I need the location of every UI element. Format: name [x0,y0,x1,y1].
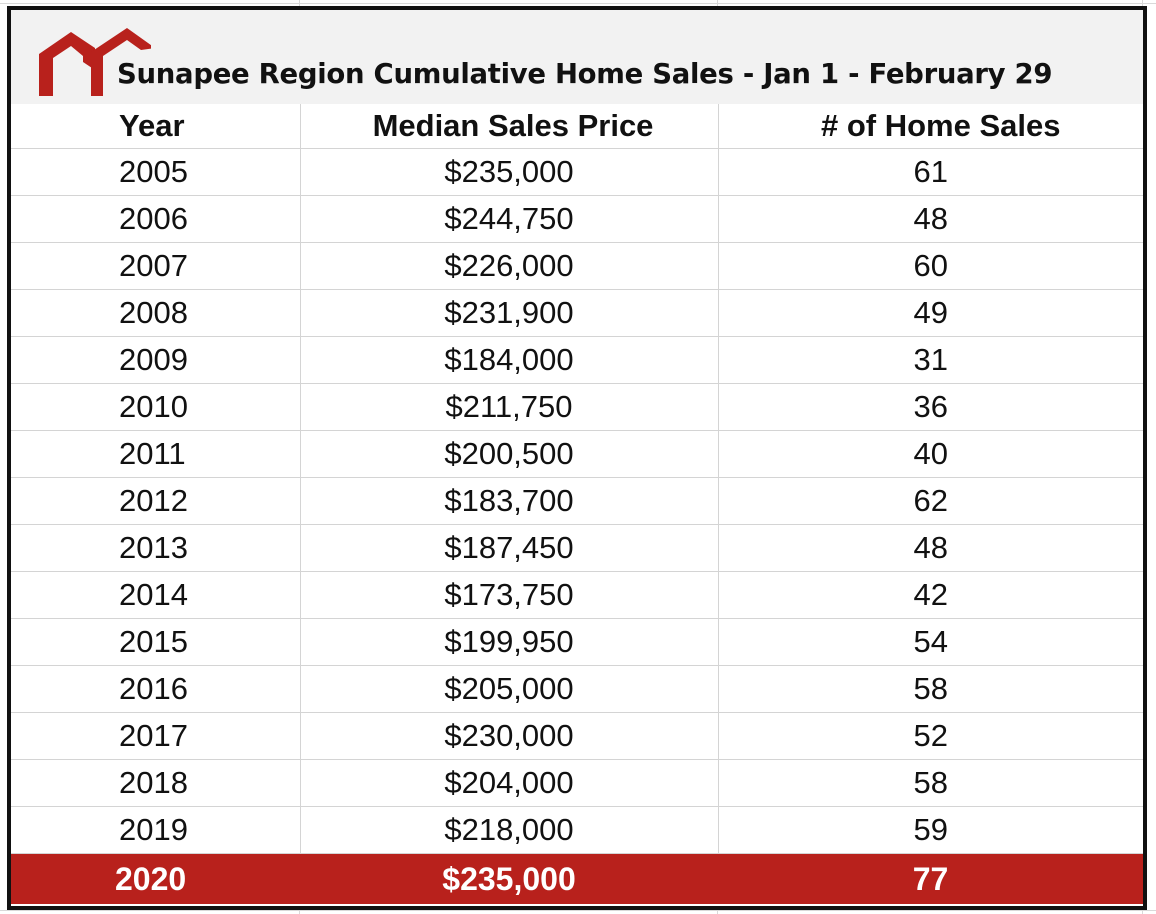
table-row: 2013 $187,450 48 [11,524,1143,572]
cell-year: 2011 [11,430,301,478]
cell-home-sales: 31 [718,336,1143,384]
cell-year: 2007 [11,242,301,290]
cell-median-price: $200,500 [300,430,719,478]
cell-home-sales: 48 [718,524,1143,572]
cell-median-price: $173,750 [300,571,719,619]
table-row: 2019 $218,000 59 [11,806,1143,854]
title-band: Sunapee Region Cumulative Home Sales - J… [11,10,1143,104]
cell-year: 2014 [11,571,301,619]
cell-year: 2015 [11,618,301,666]
cell-home-sales: 40 [718,430,1143,478]
cell-home-sales: 77 [718,853,1143,904]
table-row: 2007 $226,000 60 [11,242,1143,290]
cell-home-sales: 48 [718,195,1143,243]
cell-home-sales: 58 [718,759,1143,807]
cell-year: 2019 [11,806,301,854]
cell-home-sales: 58 [718,665,1143,713]
cell-median-price: $184,000 [300,336,719,384]
highlight-row-2020: 2020 $235,000 77 [11,853,1143,904]
cell-median-price: $244,750 [300,195,719,243]
cell-median-price: $235,000 [300,853,718,904]
cell-median-price: $218,000 [300,806,719,854]
cell-home-sales: 49 [718,289,1143,337]
table-row: 2006 $244,750 48 [11,195,1143,243]
cell-median-price: $230,000 [300,712,719,760]
cell-home-sales: 62 [718,477,1143,525]
cell-median-price: $187,450 [300,524,719,572]
table-row: 2011 $200,500 40 [11,430,1143,478]
cell-year: 2012 [11,477,301,525]
cell-home-sales: 60 [718,242,1143,290]
cell-median-price: $235,000 [300,148,719,196]
table-row: 2014 $173,750 42 [11,571,1143,619]
sales-table-frame: Sunapee Region Cumulative Home Sales - J… [7,6,1147,910]
header-row: Year Median Sales Price # of Home Sales [11,104,1143,149]
home-sales-table: Year Median Sales Price # of Home Sales … [11,104,1143,904]
cell-year: 2020 [11,853,300,904]
cell-median-price: $199,950 [300,618,719,666]
column-header-year: Year [11,104,301,149]
table-row: 2005 $235,000 61 [11,148,1143,196]
column-header-median-price: Median Sales Price [300,104,719,149]
cell-year: 2009 [11,336,301,384]
table-row: 2009 $184,000 31 [11,336,1143,384]
cell-year: 2008 [11,289,301,337]
table-row: 2018 $204,000 58 [11,759,1143,807]
cell-home-sales: 54 [718,618,1143,666]
cell-median-price: $204,000 [300,759,719,807]
cell-median-price: $231,900 [300,289,719,337]
cell-home-sales: 59 [718,806,1143,854]
cell-home-sales: 42 [718,571,1143,619]
cell-home-sales: 61 [718,148,1143,196]
table-row: 2012 $183,700 62 [11,477,1143,525]
house-roof-logo-icon [39,28,151,96]
grid-row-line [0,3,1156,4]
grid-row-line [0,910,1156,911]
cell-year: 2017 [11,712,301,760]
table-row: 2008 $231,900 49 [11,289,1143,337]
column-header-home-sales: # of Home Sales [718,104,1143,149]
table-row: 2015 $199,950 54 [11,618,1143,666]
cell-median-price: $183,700 [300,477,719,525]
cell-median-price: $205,000 [300,665,719,713]
table-row: 2017 $230,000 52 [11,712,1143,760]
cell-year: 2018 [11,759,301,807]
table-row: 2010 $211,750 36 [11,383,1143,431]
table-row: 2016 $205,000 58 [11,665,1143,713]
page-title: Sunapee Region Cumulative Home Sales - J… [117,58,1053,90]
cell-year: 2005 [11,148,301,196]
cell-median-price: $211,750 [300,383,719,431]
cell-home-sales: 36 [718,383,1143,431]
cell-median-price: $226,000 [300,242,719,290]
cell-year: 2010 [11,383,301,431]
cell-year: 2013 [11,524,301,572]
cell-year: 2016 [11,665,301,713]
cell-home-sales: 52 [718,712,1143,760]
cell-year: 2006 [11,195,301,243]
